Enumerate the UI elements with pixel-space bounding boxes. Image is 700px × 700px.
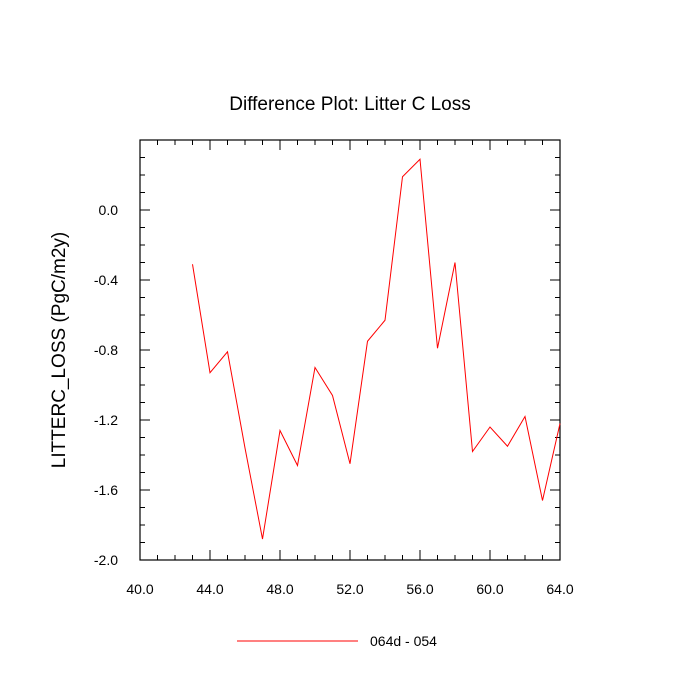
y-tick-label: -0.4 <box>94 272 118 288</box>
axis-ticks <box>139 140 561 561</box>
x-tick-label: 60.0 <box>476 581 503 597</box>
x-tick-label: 52.0 <box>336 581 363 597</box>
y-tick-label: -2.0 <box>94 552 118 568</box>
x-tick-label: 48.0 <box>266 581 293 597</box>
axis-tick-labels: 40.0 44.0 48.0 52.0 56.0 60.0 64.0 -2.0 -1.6 -1.2… <box>94 202 574 597</box>
x-tick-label: 56.0 <box>406 581 433 597</box>
y-tick-label: -1.6 <box>94 482 118 498</box>
legend-label: 064d - 054 <box>370 633 437 649</box>
x-tick-label: 40.0 <box>126 581 153 597</box>
x-tick-label: 44.0 <box>196 581 223 597</box>
y-axis-label: LITTERC_LOSS (PgC/m2y) <box>49 232 70 469</box>
y-tick-label: -1.2 <box>94 412 118 428</box>
chart-title: Difference Plot: Litter C Loss <box>229 94 470 115</box>
y-tick-label: 0.0 <box>99 202 119 218</box>
series-line <box>192 158 561 540</box>
y-tick-label: -0.8 <box>94 342 118 358</box>
legend: 064d - 054 <box>237 633 437 649</box>
series-layer <box>192 158 561 540</box>
x-tick-label: 64.0 <box>546 581 573 597</box>
plot-frame <box>139 139 561 561</box>
